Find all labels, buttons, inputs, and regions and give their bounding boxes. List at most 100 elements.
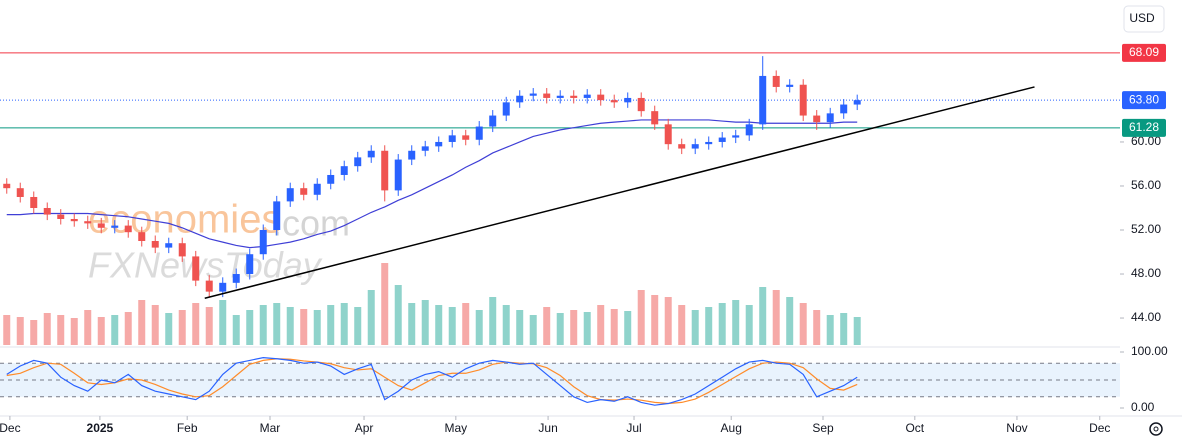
volume-bar (421, 300, 429, 345)
volume-bar (475, 310, 483, 345)
volume-bar (138, 300, 146, 345)
candle-body (124, 225, 132, 233)
x-tick-label: Apr (355, 421, 374, 435)
candle (502, 96, 510, 122)
volume-bar (543, 307, 551, 345)
candle-body (718, 137, 726, 142)
volume-bar (43, 313, 51, 345)
price-level-label: 61.28 (1129, 120, 1159, 134)
candle (327, 169, 335, 190)
candle-body (327, 174, 335, 184)
candle (340, 160, 348, 181)
candle (624, 92, 632, 108)
volume-bar (30, 320, 38, 345)
candle (826, 107, 834, 128)
candle (840, 99, 848, 119)
candle (435, 136, 443, 152)
candle (124, 220, 132, 238)
y-tick-label: 56.00 (1131, 178, 1161, 192)
volume-bar (205, 307, 213, 345)
candle-body (3, 183, 11, 189)
volume-bar (516, 310, 524, 345)
candle-body (381, 150, 389, 191)
candle (151, 235, 159, 254)
volume-bar (813, 310, 821, 345)
candle-body (70, 218, 78, 222)
volume-bar (583, 312, 591, 345)
candle-body (30, 196, 38, 208)
x-tick-label: Jul (626, 421, 641, 435)
candle-body (732, 135, 740, 138)
volume-bar (624, 311, 632, 345)
candle (516, 90, 524, 108)
volume-bar (772, 290, 780, 345)
volume-bar (435, 305, 443, 345)
candle-body (178, 243, 186, 257)
candle-body (57, 214, 65, 219)
candle (718, 132, 726, 148)
currency[interactable]: USD (1129, 11, 1155, 25)
volume-bar (165, 313, 173, 345)
y-tick-label: 48.00 (1131, 266, 1161, 280)
candle-body (597, 94, 605, 101)
volume-bar (111, 315, 119, 345)
candle-body (448, 135, 456, 142)
candle (367, 145, 375, 163)
candle (30, 191, 38, 214)
settings-gear-center[interactable] (1153, 426, 1159, 432)
settings-gear[interactable] (1149, 422, 1163, 436)
candle (259, 224, 267, 260)
volume-bar (178, 310, 186, 345)
candle-body (826, 113, 834, 123)
candle (570, 90, 578, 104)
currency-button[interactable] (1123, 5, 1165, 33)
volume-bar (300, 309, 308, 345)
volume-bar (381, 263, 389, 345)
candle (732, 129, 740, 144)
volume-bar (529, 315, 537, 345)
candle-body (43, 207, 51, 215)
candle-body (759, 75, 767, 125)
volume-bar (502, 305, 510, 345)
stoch-line (6, 356, 858, 406)
candle-body (853, 100, 861, 105)
candle (489, 110, 497, 133)
volume-bar (799, 303, 807, 345)
candle (678, 138, 686, 155)
candle-body (232, 274, 240, 283)
candle (16, 182, 24, 203)
volume-bar (394, 285, 402, 345)
candle (799, 79, 807, 122)
volume-bar (286, 307, 294, 345)
candle (637, 92, 645, 117)
volume-bar (151, 305, 159, 345)
stoch-tick-label: 100.00 (1131, 344, 1168, 358)
volume-bar (570, 310, 578, 345)
candle-body (705, 141, 713, 145)
candle (759, 56, 767, 130)
y-tick-label: 60.00 (1131, 134, 1161, 148)
volume-bar (489, 297, 497, 345)
x-tick-label: Dec (0, 421, 21, 435)
candle (597, 89, 605, 106)
volume-bar (853, 317, 861, 345)
volume-bar (219, 300, 227, 345)
candle-body (529, 93, 537, 96)
settings-icon[interactable] (1149, 422, 1163, 436)
volume-bar (367, 290, 375, 345)
volume-bar (732, 300, 740, 345)
volume-bar (3, 315, 11, 345)
candle-body (205, 280, 213, 292)
volume-bar (97, 317, 105, 345)
candle-body (556, 95, 564, 98)
volume-bar (462, 303, 470, 345)
candle-body (84, 221, 92, 224)
candle-body (840, 104, 848, 114)
x-tick-label: May (444, 421, 467, 435)
x-tick-label: Feb (177, 421, 198, 435)
candle-body (570, 95, 578, 98)
x-tick-label: Jun (538, 421, 557, 435)
watermark-text: .com (272, 203, 350, 244)
x-tick-label: Dec (1089, 421, 1110, 435)
